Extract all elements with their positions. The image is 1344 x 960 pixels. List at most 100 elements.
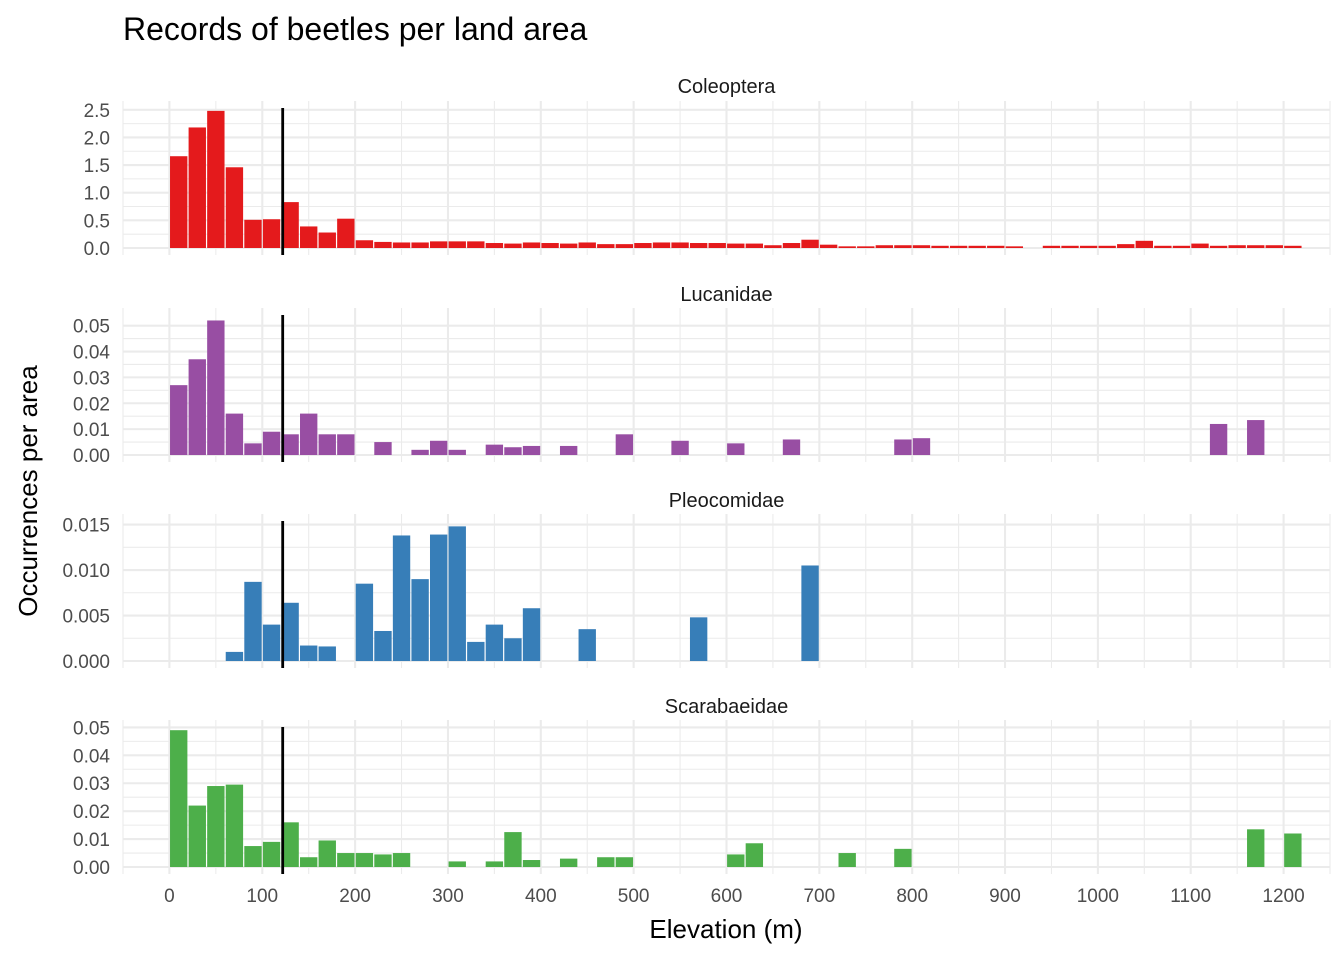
- histogram-bar: [411, 449, 429, 455]
- y-tick-label: 0.05: [73, 317, 110, 338]
- x-tick-label: 600: [711, 886, 743, 907]
- histogram-bar: [504, 447, 522, 455]
- gridlines: [122, 720, 1331, 874]
- histogram-bar: [727, 854, 745, 867]
- histogram-bar: [1228, 245, 1246, 248]
- gridlines: [122, 101, 1331, 255]
- histogram-bar: [188, 805, 206, 867]
- histogram-bar: [281, 202, 299, 248]
- histogram-bar: [615, 857, 634, 867]
- histogram-bar: [689, 617, 708, 661]
- histogram-bar: [392, 535, 411, 661]
- chart-title: Records of beetles per land area: [123, 11, 587, 47]
- histogram-bar: [504, 638, 522, 661]
- histogram-bar: [281, 822, 299, 867]
- histogram-bar: [541, 243, 559, 248]
- x-tick-label: 500: [618, 886, 650, 907]
- histogram-bar: [708, 243, 726, 248]
- histogram-bar: [374, 854, 392, 867]
- y-tick-label: 0.04: [73, 746, 110, 767]
- histogram-bar: [782, 243, 801, 248]
- histogram-bar: [857, 246, 875, 248]
- histogram-bar: [671, 440, 689, 455]
- histogram-bar: [894, 848, 912, 867]
- y-tick-label: 1.5: [84, 156, 110, 177]
- y-tick-label: 0.01: [73, 830, 110, 851]
- histogram-bar: [318, 646, 336, 661]
- y-tick-label: 0.000: [62, 652, 110, 673]
- panel-coleoptera: Coleoptera 0.0 0.5 1.0 1.5 2.0 2.5: [84, 76, 1331, 260]
- histogram-bar: [188, 127, 206, 248]
- histogram-bar: [1284, 833, 1302, 867]
- histogram-bar: [1154, 245, 1172, 248]
- histogram-bar: [262, 431, 281, 455]
- y-tick-label: 2.5: [84, 101, 110, 122]
- histogram-bar: [578, 629, 596, 661]
- histogram-bar: [801, 239, 819, 248]
- histogram-bar: [448, 526, 466, 661]
- y-tick-label: 0.015: [62, 516, 110, 537]
- y-tick-label: 0.00: [73, 446, 110, 467]
- histogram-bar: [987, 245, 1005, 248]
- facet-strip-label: Lucanidae: [680, 284, 772, 306]
- histogram-bar: [1247, 829, 1265, 867]
- y-tick-label: 0.02: [73, 394, 110, 415]
- histogram-bar: [318, 232, 336, 248]
- histogram-bar: [559, 858, 578, 867]
- histogram-bar: [225, 413, 244, 455]
- histogram-bar: [262, 624, 281, 661]
- gridlines: [122, 514, 1331, 668]
- histogram-bar: [727, 243, 745, 248]
- histogram-bar: [1191, 243, 1209, 248]
- histogram-bar: [374, 442, 392, 455]
- histogram-bar: [838, 853, 856, 867]
- histogram-bar: [207, 110, 225, 248]
- histogram-bar: [949, 245, 968, 248]
- histogram-bar: [355, 583, 374, 661]
- histogram-bar: [392, 853, 411, 867]
- histogram-bar: [1172, 245, 1191, 248]
- histogram-bar: [262, 219, 281, 248]
- histogram-bar: [1209, 423, 1228, 455]
- histogram-bar: [207, 320, 225, 455]
- x-tick-label: 1100: [1170, 886, 1211, 907]
- x-tick-label: 800: [896, 886, 928, 907]
- histogram-bar: [225, 167, 244, 248]
- histogram-bar: [1135, 240, 1153, 248]
- histogram-bar: [1247, 245, 1265, 248]
- histogram-bar: [300, 857, 318, 867]
- histogram-bar: [652, 242, 671, 248]
- histogram-bar: [188, 359, 206, 455]
- y-tick-label: 0.5: [84, 211, 110, 232]
- histogram-bar: [244, 443, 262, 455]
- histogram-bar: [1042, 245, 1061, 248]
- y-tick-label: 0.005: [62, 607, 110, 628]
- histogram-bar: [374, 241, 392, 248]
- histogram-bar: [485, 243, 504, 248]
- y-tick-label: 0.01: [73, 420, 110, 441]
- x-tick-label: 100: [246, 886, 278, 907]
- histogram-bar: [1098, 245, 1116, 248]
- y-tick-label: 0.03: [73, 368, 110, 389]
- histogram-bar: [745, 843, 764, 867]
- histogram-bar: [429, 440, 448, 455]
- histogram-bar: [300, 645, 318, 661]
- panels: Coleoptera 0.0 0.5 1.0 1.5 2.0 2.5 Lucanidae 0.0…: [62, 76, 1331, 879]
- histogram-bar: [838, 246, 856, 248]
- histogram-bar: [485, 861, 504, 867]
- histogram-bar: [782, 439, 801, 455]
- histogram-bar: [522, 860, 541, 867]
- histogram-bar: [318, 840, 336, 867]
- histogram-bar: [968, 245, 986, 248]
- x-tick-label: 0: [164, 886, 175, 907]
- histogram-bar: [912, 245, 931, 248]
- y-axis-title: Occurrences per area: [13, 365, 43, 617]
- histogram-bar: [207, 786, 225, 867]
- histogram-bar: [300, 226, 318, 248]
- histogram-bar: [615, 434, 634, 455]
- histogram-bar: [485, 624, 504, 661]
- histogram-bar: [448, 861, 466, 867]
- histogram-bar: [894, 245, 912, 248]
- y-tick-label: 0.02: [73, 802, 110, 823]
